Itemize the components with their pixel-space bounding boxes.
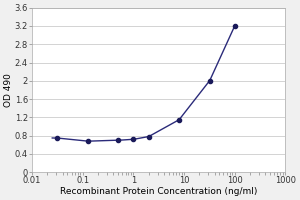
Y-axis label: OD 490: OD 490 — [4, 73, 13, 107]
X-axis label: Recombinant Protein Concentration (ng/ml): Recombinant Protein Concentration (ng/ml… — [60, 187, 257, 196]
